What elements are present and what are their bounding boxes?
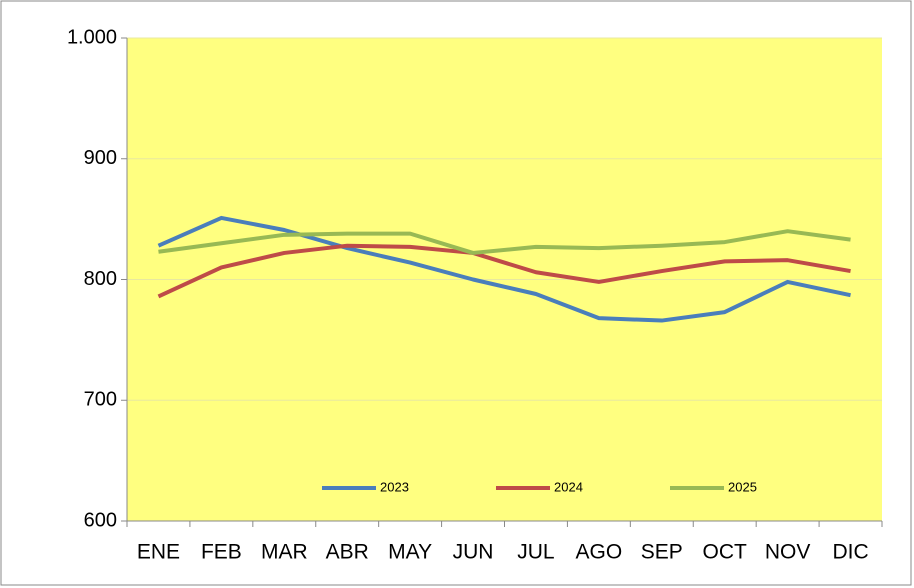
legend-label: 2023 xyxy=(380,479,409,494)
x-tick-label: MAR xyxy=(261,541,308,564)
x-tick-label: JUN xyxy=(453,541,494,564)
y-tick-label: 600 xyxy=(84,509,117,531)
x-tick-label: DIC xyxy=(832,541,868,564)
y-tick-label: 1.000 xyxy=(67,26,117,48)
x-tick-label: ABR xyxy=(326,541,369,564)
legend-label: 2025 xyxy=(728,479,757,494)
line xyxy=(157,215,851,323)
x-tick-label: NOV xyxy=(765,541,811,564)
y-tick-label: 700 xyxy=(84,389,117,411)
line xyxy=(157,243,851,299)
y-tick-label: 800 xyxy=(84,268,117,290)
line xyxy=(158,229,851,255)
legend-label: 2024 xyxy=(554,479,583,494)
x-tick-label: SEP xyxy=(641,541,683,564)
y-tick-label: 900 xyxy=(84,147,117,169)
x-tick-label: MAY xyxy=(388,541,432,564)
x-tick-label: OCT xyxy=(703,541,748,564)
x-tick-label: JUL xyxy=(517,541,554,564)
x-tick-label: FEB xyxy=(201,541,242,564)
x-tick-label: AGO xyxy=(576,541,623,564)
x-tick-label: ENE xyxy=(137,541,180,564)
